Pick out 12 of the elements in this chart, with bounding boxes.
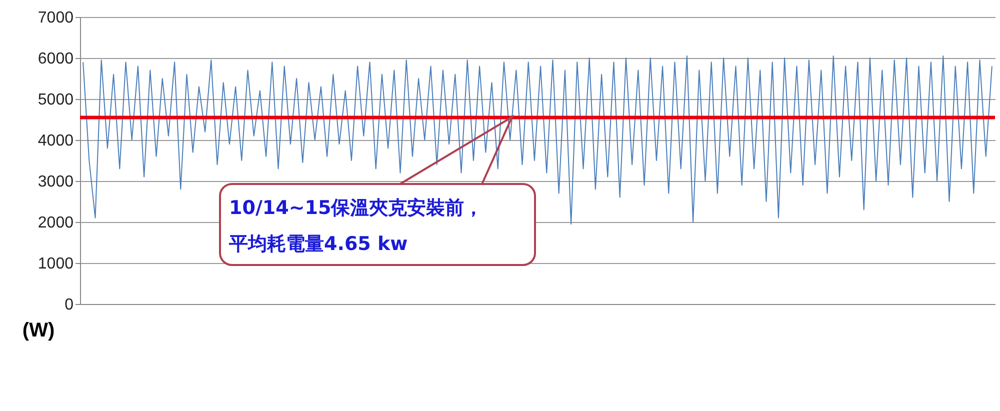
y-tick-label: 0 xyxy=(64,296,74,314)
y-tick-label: 5000 xyxy=(38,92,74,108)
y-axis-title: (W) xyxy=(22,320,55,342)
y-tick-label: 6000 xyxy=(38,50,74,68)
y-tick-label: 4000 xyxy=(38,132,74,150)
line-series xyxy=(82,55,992,225)
y-tick-label: 7000 xyxy=(38,10,74,26)
y-tick-label: 1000 xyxy=(38,256,74,272)
y-tick-label: 3000 xyxy=(38,174,74,190)
annotation: 平均耗電量4.65 kw xyxy=(229,232,409,257)
y-tick-label: 2000 xyxy=(38,214,74,232)
annotation: 10/14~15保溫夾克安裝前， xyxy=(229,196,484,221)
